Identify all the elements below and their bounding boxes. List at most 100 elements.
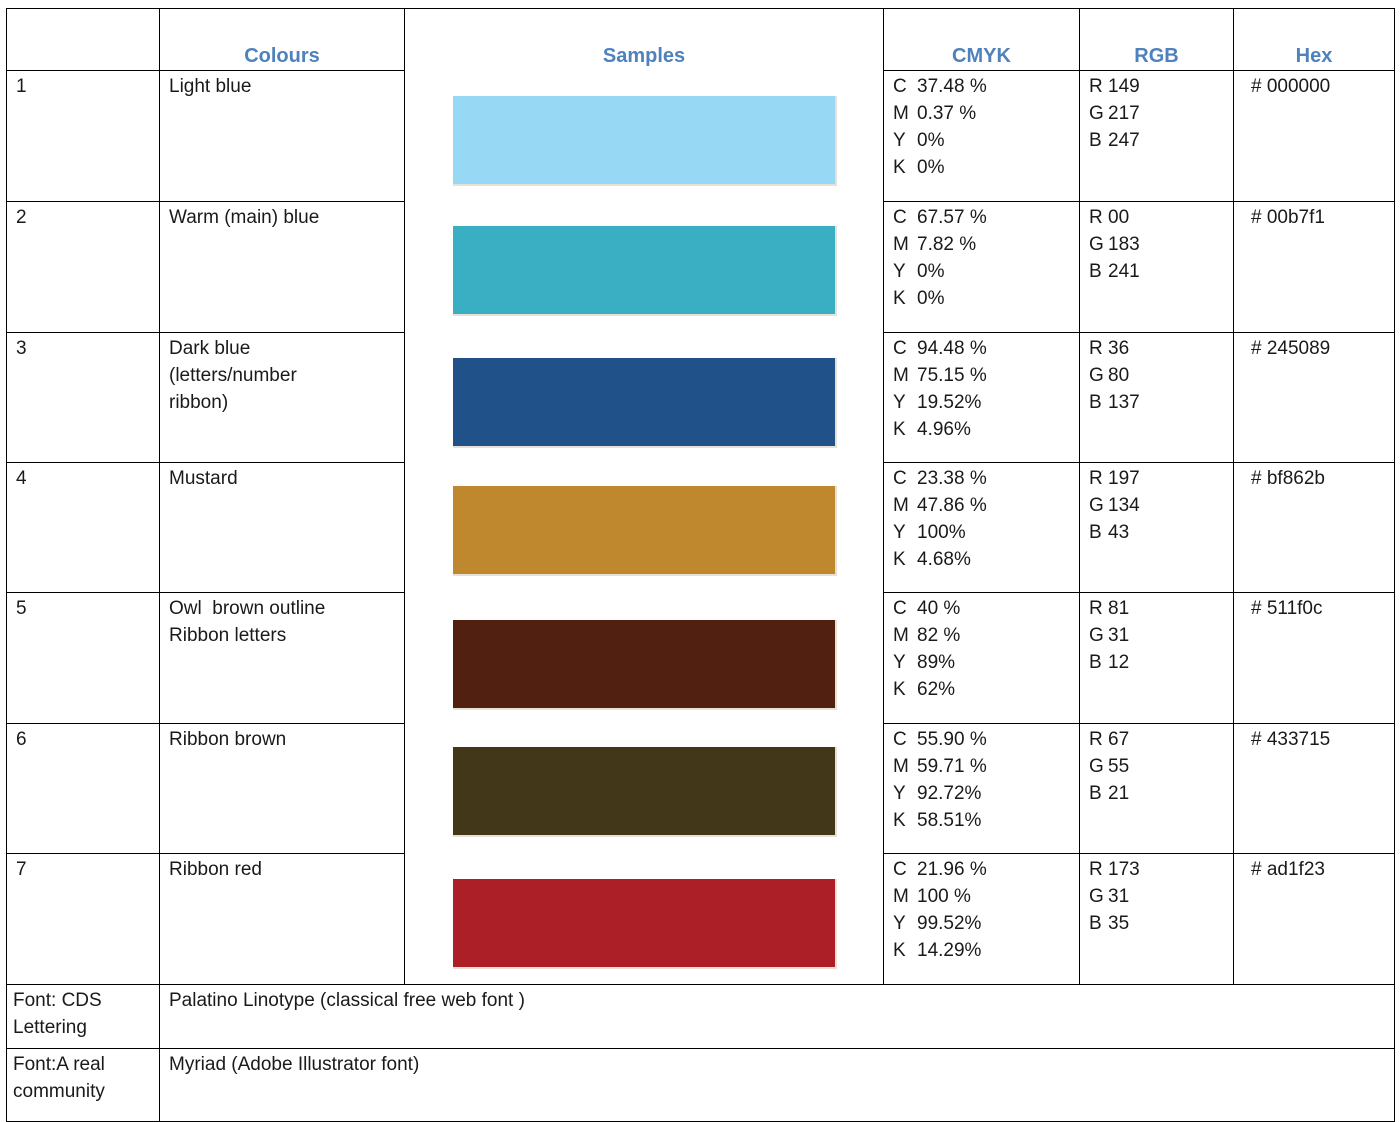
rgb-letter: R [1089, 598, 1103, 619]
cmyk-values: C 67.57 % M 7.82 % Y 0% K 0% [883, 201, 1079, 332]
cmyk-letter: M [893, 886, 909, 907]
cmyk-letter: Y [893, 913, 906, 934]
cmyk-value: 58.51% [917, 810, 982, 831]
cmyk-value: 67.57 % [917, 207, 987, 228]
swatch-dark-blue [453, 358, 837, 448]
rgb-line-r: R 00 [1089, 204, 1225, 231]
cmyk-line-c: C 23.38 % [893, 465, 1071, 492]
header-cmyk: CMYK [883, 8, 1079, 70]
cmyk-value: 21.96 % [917, 859, 987, 880]
rgb-value: 183 [1108, 234, 1140, 255]
colour-name: Owl brown outline Ribbon letters [159, 592, 404, 723]
rgb-letter: G [1089, 365, 1104, 386]
samples-column [404, 72, 864, 969]
cmyk-letter: C [893, 468, 907, 489]
colour-name-line: Ribbon red [169, 859, 262, 880]
cmyk-line-k: K 0% [893, 285, 1071, 312]
font-label: Font: CDS Lettering [6, 984, 159, 1048]
swatch-mustard [453, 486, 837, 576]
rgb-value: 12 [1108, 652, 1130, 673]
rgb-value: 67 [1108, 729, 1130, 750]
cmyk-value: 40 % [917, 598, 961, 619]
cmyk-line-c: C 55.90 % [893, 726, 1071, 753]
rgb-line-b: B 12 [1089, 649, 1225, 676]
cmyk-letter: K [893, 419, 906, 440]
rgb-line-r: R 67 [1089, 726, 1225, 753]
colour-name-line: Owl brown outline [169, 598, 326, 619]
samples-cell-border [404, 592, 883, 723]
rgb-line-g: G 31 [1089, 883, 1225, 910]
samples-cell-border [404, 723, 883, 853]
rgb-values: R 36 G 80 B 137 [1079, 332, 1233, 462]
rgb-value: 247 [1108, 130, 1140, 151]
cmyk-value: 59.71 % [917, 756, 987, 777]
cmyk-line-m: M 100 % [893, 883, 1071, 910]
rgb-value: 36 [1108, 338, 1130, 359]
cmyk-values: C 21.96 % M 100 % Y 99.52% K 14.29% [883, 853, 1079, 984]
hex-value: # 245089 [1233, 332, 1395, 462]
colour-name-line: Ribbon letters [169, 625, 287, 646]
hex-value-text: # ad1f23 [1251, 859, 1325, 880]
cmyk-line-m: M 59.71 % [893, 753, 1071, 780]
rgb-value: 21 [1108, 783, 1130, 804]
cmyk-line-c: C 67.57 % [893, 204, 1071, 231]
cmyk-line-m: M 7.82 % [893, 231, 1071, 258]
cmyk-value: 0% [917, 157, 945, 178]
cmyk-line-m: M 75.15 % [893, 362, 1071, 389]
cmyk-line-k: K 58.51% [893, 807, 1071, 834]
rgb-line-b: B 137 [1089, 389, 1225, 416]
samples-cell-border [404, 332, 883, 462]
rgb-letter: B [1089, 261, 1102, 282]
row-number: 4 [6, 462, 159, 592]
swatch-ribbon-red [453, 879, 837, 969]
cmyk-value: 92.72% [917, 783, 982, 804]
cmyk-line-m: M 0.37 % [893, 100, 1071, 127]
rgb-value: 35 [1108, 913, 1130, 934]
rgb-value: 137 [1108, 392, 1140, 413]
rgb-line-r: R 36 [1089, 335, 1225, 362]
cmyk-letter: Y [893, 392, 906, 413]
row-number-text: 4 [16, 468, 27, 489]
rgb-letter: R [1089, 859, 1103, 880]
cmyk-line-y: Y 92.72% [893, 780, 1071, 807]
header-colours-label: Colours [244, 45, 320, 67]
cmyk-values: C 23.38 % M 47.86 % Y 100% K 4.68% [883, 462, 1079, 592]
cmyk-letter: K [893, 940, 906, 961]
cmyk-value: 37.48 % [917, 76, 987, 97]
row-number-text: 3 [16, 338, 27, 359]
rgb-letter: B [1089, 783, 1102, 804]
rgb-values: R 67 G 55 B 21 [1079, 723, 1233, 853]
cmyk-letter: K [893, 157, 906, 178]
rgb-letter: G [1089, 886, 1104, 907]
cmyk-line-y: Y 89% [893, 649, 1071, 676]
hex-value-text: # bf862b [1251, 468, 1325, 489]
font-label-line: Lettering [13, 1017, 87, 1038]
colour-name-line: Warm (main) blue [169, 207, 320, 228]
rgb-value: 81 [1108, 598, 1130, 619]
hex-value-text: # 245089 [1251, 338, 1331, 359]
header-colours: Colours [159, 8, 404, 70]
cmyk-letter: K [893, 679, 906, 700]
header-samples: Samples [404, 8, 883, 70]
font-value-text: Palatino Linotype (classical free web fo… [169, 990, 525, 1011]
cmyk-value: 0% [917, 261, 945, 282]
swatch-light-blue [453, 96, 837, 186]
hex-value: # 511f0c [1233, 592, 1395, 723]
row-number-text: 1 [16, 76, 27, 97]
swatch-ribbon-brown [453, 747, 837, 837]
cmyk-value: 75.15 % [917, 365, 987, 386]
font-row: Font: CDS Lettering Palatino Linotype (c… [6, 984, 1395, 1048]
cmyk-line-y: Y 0% [893, 258, 1071, 285]
samples-cell-border [404, 853, 883, 984]
rgb-line-r: R 197 [1089, 465, 1225, 492]
colour-name: Ribbon red [159, 853, 404, 984]
row-number-text: 7 [16, 859, 27, 880]
font-value-text: Myriad (Adobe Illustrator font) [169, 1054, 420, 1075]
cmyk-value: 4.68% [917, 549, 971, 570]
rgb-value: 241 [1108, 261, 1140, 282]
rgb-letter: B [1089, 130, 1102, 151]
row-number: 5 [6, 592, 159, 723]
cmyk-line-y: Y 0% [893, 127, 1071, 154]
rgb-line-r: R 173 [1089, 856, 1225, 883]
cmyk-line-m: M 82 % [893, 622, 1071, 649]
